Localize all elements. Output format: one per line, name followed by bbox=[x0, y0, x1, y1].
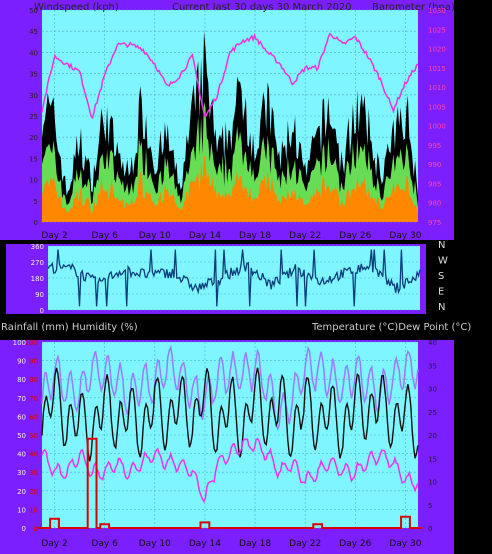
humidity-line bbox=[41, 344, 419, 431]
y-tick-label: 80 bbox=[17, 376, 26, 384]
y-tick-label: 180 bbox=[31, 275, 44, 283]
x-tick-label: Day 6 bbox=[91, 539, 118, 549]
x-tick-label: Day 14 bbox=[189, 231, 221, 241]
axis-ticks: Day 2 Day 2 Day 6 Day 6 Day 10 Day 10 Day 14 Da… bbox=[13, 7, 446, 549]
x-tick-label: Day 22 bbox=[289, 231, 321, 241]
y-tick-label: 0 bbox=[22, 525, 26, 533]
y2-tick-label: 995 bbox=[428, 142, 441, 150]
compass-letter: W bbox=[438, 256, 448, 267]
y-tick-label: 0 bbox=[40, 307, 44, 315]
y-tick-label: 60 bbox=[17, 413, 26, 421]
rain-tick-label: 0 bbox=[34, 525, 38, 533]
compass-letter: N bbox=[438, 302, 445, 313]
rain-tick-label: 90 bbox=[29, 358, 38, 366]
y2-tick-label: 975 bbox=[428, 219, 441, 227]
y-tick-label: 10 bbox=[29, 177, 38, 185]
baro-axis-title: Barometer (hpa) bbox=[372, 2, 455, 13]
y2-tick-label: 985 bbox=[428, 180, 441, 188]
x-tick-label: Day 14 bbox=[189, 539, 221, 549]
y2-tick-label: 1000 bbox=[428, 123, 446, 131]
y-tick-label: 50 bbox=[17, 432, 26, 440]
rain-tick-label: 50 bbox=[29, 432, 38, 440]
y2-tick-label: 1005 bbox=[428, 103, 446, 111]
y-tick-label: 270 bbox=[31, 259, 44, 267]
y2-tick-label: 10 bbox=[428, 479, 437, 487]
y2-tick-label: 1030 bbox=[428, 7, 446, 15]
y-tick-label: 20 bbox=[17, 488, 26, 496]
compass-letter: N bbox=[438, 240, 445, 251]
wind-direction-line bbox=[47, 249, 421, 307]
y-tick-label: 360 bbox=[31, 243, 44, 251]
wind-low-area bbox=[42, 155, 418, 222]
rain-tick-label: 70 bbox=[29, 395, 38, 403]
y-tick-label: 50 bbox=[29, 7, 38, 15]
x-tick-label: Day 2 bbox=[41, 539, 67, 549]
x-tick-label: Day 18 bbox=[239, 539, 271, 549]
y2-tick-label: 20 bbox=[428, 432, 437, 440]
dew-point-line bbox=[41, 437, 419, 504]
y2-tick-label: 0 bbox=[428, 525, 432, 533]
rain-tick-label: 40 bbox=[29, 451, 38, 459]
y-tick-label: 10 bbox=[17, 506, 26, 514]
y2-tick-label: 15 bbox=[428, 455, 437, 463]
rain-tick-label: 20 bbox=[29, 488, 38, 496]
x-tick-label: Day 26 bbox=[339, 539, 371, 549]
y-tick-label: 5 bbox=[34, 198, 38, 206]
y2-tick-label: 1025 bbox=[428, 26, 446, 34]
y-tick-label: 90 bbox=[35, 291, 44, 299]
temperature-line bbox=[41, 367, 419, 462]
x-tick-label: Day 6 bbox=[91, 231, 118, 241]
compass-letter: E bbox=[438, 287, 444, 298]
y-tick-label: 25 bbox=[29, 113, 38, 121]
y2-tick-label: 1020 bbox=[428, 46, 446, 54]
compass-letter: S bbox=[438, 271, 444, 282]
x-tick-label: Day 10 bbox=[139, 539, 171, 549]
y-tick-label: 20 bbox=[29, 134, 38, 142]
x-tick-label: Day 30 bbox=[389, 539, 421, 549]
x-tick-label: Day 10 bbox=[139, 231, 171, 241]
rain-tick-label: 60 bbox=[29, 413, 38, 421]
x-tick-label: Day 26 bbox=[339, 231, 371, 241]
data-series bbox=[37, 31, 423, 529]
y-tick-label: 90 bbox=[17, 358, 26, 366]
wind-axis-title: Windspeed (kph) bbox=[34, 2, 119, 13]
y-tick-label: 40 bbox=[29, 49, 38, 57]
y-tick-label: 30 bbox=[17, 469, 26, 477]
y-tick-label: 0 bbox=[34, 219, 38, 227]
y2-tick-label: 25 bbox=[428, 409, 437, 417]
y2-tick-label: 1010 bbox=[428, 84, 446, 92]
y-tick-label: 15 bbox=[29, 155, 38, 163]
barometer-line bbox=[41, 32, 419, 120]
y2-tick-label: 35 bbox=[428, 362, 437, 370]
y-tick-label: 30 bbox=[29, 92, 38, 100]
y-tick-label: 35 bbox=[29, 71, 38, 79]
rainfall-line bbox=[37, 437, 423, 529]
y-tick-label: 70 bbox=[17, 395, 26, 403]
rain-tick-label: 30 bbox=[29, 469, 38, 477]
rain-hum-axis-title: Rainfall (mm) Humidity (%) bbox=[1, 322, 138, 333]
y2-tick-label: 30 bbox=[428, 386, 437, 394]
y2-tick-label: 5 bbox=[428, 502, 432, 510]
y-tick-label: 100 bbox=[13, 339, 26, 347]
y-tick-label: 40 bbox=[17, 451, 26, 459]
temp-dew-axis-title: Temperature (°C)Dew Point (°C) bbox=[311, 322, 471, 333]
y-tick-label: 45 bbox=[29, 28, 38, 36]
x-tick-label: Day 30 bbox=[389, 231, 421, 241]
y2-tick-label: 990 bbox=[428, 161, 441, 169]
y2-tick-label: 980 bbox=[428, 200, 441, 208]
x-tick-label: Day 22 bbox=[289, 539, 321, 549]
chart-title: Current last 30 days 30 March 2020 bbox=[172, 2, 352, 13]
x-tick-label: Day 18 bbox=[239, 231, 271, 241]
rain-tick-label: 10 bbox=[29, 506, 38, 514]
y2-tick-label: 40 bbox=[428, 339, 437, 347]
x-tick-label: Day 2 bbox=[41, 231, 67, 241]
rain-tick-label: 80 bbox=[29, 376, 38, 384]
y2-tick-label: 1015 bbox=[428, 65, 446, 73]
rain-tick-label: 100 bbox=[25, 339, 38, 347]
